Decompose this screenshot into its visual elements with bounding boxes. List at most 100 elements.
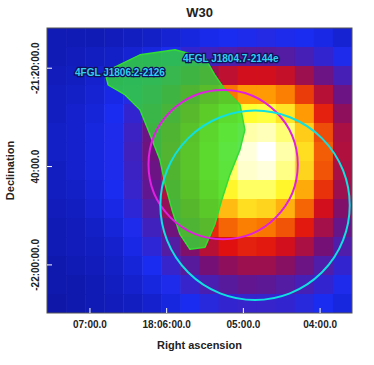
heat-cell — [142, 294, 162, 313]
heat-cell — [276, 85, 296, 105]
heat-cell — [47, 275, 67, 295]
heat-cell — [85, 123, 105, 143]
heat-cell — [295, 47, 315, 67]
heat-cell — [238, 161, 258, 181]
annotation: 4FGL J1806.2-2126 — [75, 67, 165, 78]
heat-cell — [276, 142, 296, 162]
heat-cell — [257, 180, 277, 200]
x-tick — [166, 308, 167, 313]
heat-cell — [314, 66, 334, 86]
x-axis-title: Right ascension — [157, 339, 242, 351]
heat-cell — [123, 218, 143, 238]
frame — [47, 28, 352, 313]
heat-cell — [66, 104, 86, 124]
heat-cell — [123, 123, 143, 143]
heat-cell — [314, 85, 334, 105]
heat-cell — [295, 218, 315, 238]
heat-cell — [295, 237, 315, 257]
heat-cell — [47, 218, 67, 238]
heat-cell — [295, 199, 315, 219]
heat-cell — [66, 28, 86, 48]
heat-cell — [123, 142, 143, 162]
heat-cell — [47, 47, 67, 67]
heat-cell — [314, 256, 334, 276]
heat-cell — [314, 237, 334, 257]
heat-cell — [238, 28, 258, 48]
heat-cell — [276, 66, 296, 86]
heat-cell — [104, 123, 124, 143]
heat-cell — [333, 123, 352, 143]
plot-area — [47, 28, 352, 313]
heat-cell — [66, 47, 86, 67]
contour — [105, 50, 245, 250]
heat-cell — [161, 294, 181, 313]
heat-cell — [85, 104, 105, 124]
heat-cell — [238, 180, 258, 200]
heat-cell — [85, 199, 105, 219]
heat-cell — [85, 85, 105, 105]
heat-cell — [66, 85, 86, 105]
heat-cell — [314, 218, 334, 238]
heat-cell — [295, 275, 315, 295]
heat-cell — [257, 104, 277, 124]
heat-cell — [219, 66, 239, 86]
heat-cell — [66, 275, 86, 295]
heat-cell — [123, 180, 143, 200]
heat-cell — [257, 294, 277, 313]
heat-cell — [104, 161, 124, 181]
x-tick-label: 18:06:00.0 — [142, 319, 191, 330]
heat-cell — [295, 28, 315, 48]
chart: 4FGL J1804.7-2144e4FGL J1806.2-212607:00… — [0, 0, 374, 365]
heat-cell — [47, 142, 67, 162]
heat-cell — [257, 28, 277, 48]
heat-cell — [142, 218, 162, 238]
heat-cell — [257, 66, 277, 86]
heat-cell — [180, 294, 200, 313]
heat-cell — [333, 104, 352, 124]
heat-cell — [295, 256, 315, 276]
heat-cell — [314, 180, 334, 200]
heat-cell — [219, 28, 239, 48]
heat-cell — [276, 28, 296, 48]
y-tick — [47, 264, 52, 265]
heat-cell — [238, 294, 258, 313]
heat-cell — [200, 294, 220, 313]
heat-cell — [238, 237, 258, 257]
heat-cell — [333, 275, 352, 295]
heat-cell — [219, 275, 239, 295]
x-tick-label: 05:00.0 — [226, 319, 260, 330]
heat-cell — [66, 237, 86, 257]
heat-cell — [238, 199, 258, 219]
heat-cell — [314, 199, 334, 219]
heat-cell — [276, 123, 296, 143]
heat-cell — [85, 275, 105, 295]
heat-cell — [161, 28, 181, 48]
heat-cell — [66, 142, 86, 162]
heat-cell — [123, 199, 143, 219]
heat-cell — [200, 256, 220, 276]
heat-cell — [142, 275, 162, 295]
heat-cell — [295, 85, 315, 105]
heat-cell — [85, 161, 105, 181]
heat-cell — [180, 28, 200, 48]
heat-cell — [314, 104, 334, 124]
heat-cell — [314, 28, 334, 48]
heat-cell — [333, 85, 352, 105]
heat-cell — [85, 47, 105, 67]
heat-cell — [219, 218, 239, 238]
heat-cell — [85, 28, 105, 48]
heat-cell — [257, 199, 277, 219]
heat-cell — [257, 85, 277, 105]
heat-cell — [104, 28, 124, 48]
heat-cell — [104, 275, 124, 295]
heat-cell — [104, 180, 124, 200]
heat-cell — [104, 256, 124, 276]
x-tick — [89, 308, 90, 313]
heat-cell — [333, 28, 352, 48]
heat-cell — [333, 142, 352, 162]
heat-cell — [85, 294, 105, 313]
heat-cell — [47, 180, 67, 200]
heat-cell — [257, 237, 277, 257]
heat-cell — [295, 180, 315, 200]
heat-cell — [85, 256, 105, 276]
